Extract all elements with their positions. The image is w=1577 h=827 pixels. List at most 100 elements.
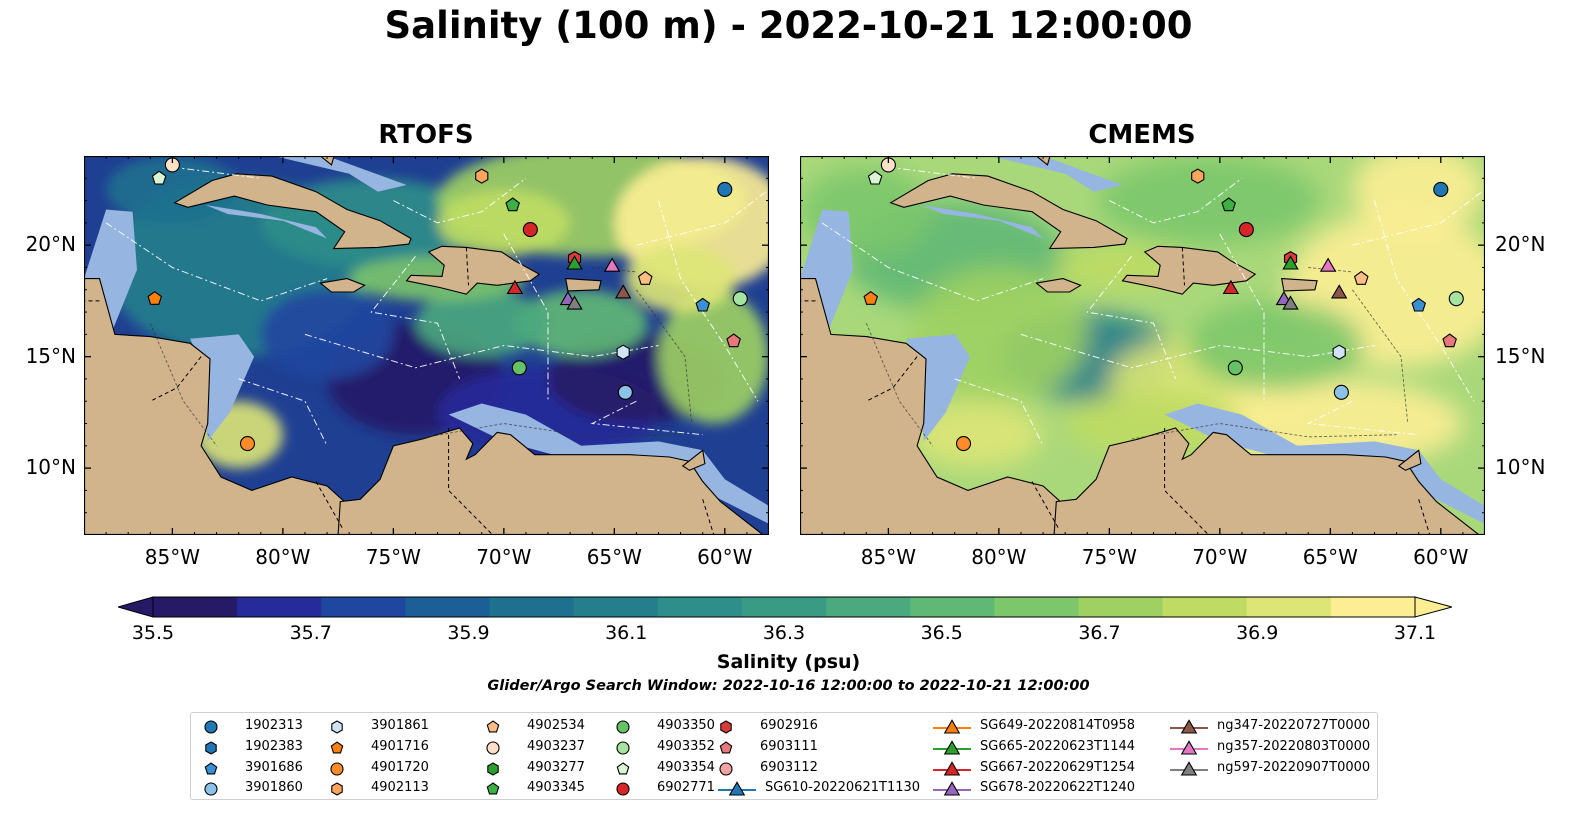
obs-ng347-20220727T0000-marker bbox=[1330, 284, 1348, 299]
obs-4903352-marker bbox=[1448, 291, 1464, 307]
legend-3901860-marker bbox=[204, 782, 218, 796]
legend-4903277-marker bbox=[487, 761, 499, 776]
colorbar-tick-label: 37.1 bbox=[1393, 622, 1437, 644]
legend-4903345-marker bbox=[486, 782, 500, 795]
legend-label: SG665-20220623T1144 bbox=[980, 738, 1136, 754]
colorbar-extend-high bbox=[1414, 596, 1452, 618]
legend-label: ng597-20220907T0000 bbox=[1217, 759, 1371, 775]
legend-label: 4901716 bbox=[371, 738, 429, 754]
legend-circle-icon bbox=[486, 741, 500, 755]
cmems-salinity-map bbox=[800, 156, 1485, 535]
lon-tick-label: 65°W bbox=[586, 545, 642, 569]
legend-label: 4902534 bbox=[527, 718, 585, 733]
obs-ng357-20220803T0000-marker bbox=[1319, 257, 1337, 272]
legend-SG667-20220629T1254-marker bbox=[943, 760, 961, 776]
colorbar-tick-label: 36.5 bbox=[920, 622, 963, 644]
lon-tick-label: 60°W bbox=[697, 545, 753, 569]
legend-4903352-marker bbox=[616, 741, 630, 755]
colorbar-band bbox=[657, 597, 743, 617]
colorbar bbox=[118, 596, 1452, 618]
legend-6902771-marker bbox=[616, 782, 630, 796]
legend-1902313-marker bbox=[204, 720, 218, 734]
legend-label: 4903237 bbox=[527, 738, 585, 754]
legend-label: SG678-20220622T1240 bbox=[980, 780, 1136, 796]
lon-tick-label: 65°W bbox=[1302, 545, 1358, 569]
legend-label: 4903277 bbox=[527, 759, 585, 775]
legend-circle-icon bbox=[616, 720, 630, 734]
colorbar-tick-label: 36.3 bbox=[762, 622, 806, 644]
legend-pentagon-icon bbox=[616, 761, 630, 775]
legend-1902383-marker bbox=[205, 741, 217, 755]
obs-6902771-marker bbox=[1238, 222, 1254, 238]
lon-tick-label: 70°W bbox=[1192, 545, 1248, 569]
lat-tick-label-left: 15°N bbox=[25, 343, 76, 368]
obs-3901861-marker bbox=[1332, 344, 1346, 360]
legend-label: 4903350 bbox=[657, 718, 715, 733]
colorbar-band bbox=[1330, 597, 1416, 617]
colorbar-band bbox=[321, 597, 406, 617]
obs-4903350-marker bbox=[1227, 360, 1243, 376]
obs-ng357-20220803T0000-marker bbox=[603, 257, 621, 272]
obs-SG667-20220629T1254-marker bbox=[1222, 279, 1240, 295]
legend-ng357-20220803T0000-marker bbox=[1180, 739, 1198, 755]
map-panel-cmems bbox=[800, 156, 1485, 535]
legend-label: 6902771 bbox=[657, 780, 715, 796]
legend-hexagon-icon bbox=[720, 720, 732, 734]
legend-line-triangle-icon bbox=[933, 781, 971, 796]
legend-pentagon-icon bbox=[330, 741, 344, 754]
obs-4903350-marker bbox=[511, 360, 527, 376]
obs-4902534-marker bbox=[1353, 270, 1369, 285]
legend-4902113-marker bbox=[331, 782, 343, 797]
legend-label: SG667-20220629T1254 bbox=[980, 759, 1136, 775]
colorbar-band bbox=[994, 597, 1080, 617]
legend-4903237-marker bbox=[486, 741, 500, 755]
legend-label: 6903112 bbox=[760, 759, 818, 775]
legend-label: ng357-20220803T0000 bbox=[1217, 738, 1371, 754]
legend-line-triangle-icon bbox=[933, 719, 971, 734]
lat-tick-label-left: 20°N bbox=[25, 232, 76, 257]
obs-4903354-marker bbox=[867, 170, 883, 185]
legend-4901720-marker bbox=[330, 762, 344, 776]
lon-tick-label: 75°W bbox=[365, 545, 421, 569]
lon-tick-label: 70°W bbox=[476, 545, 532, 569]
legend-label: 3901860 bbox=[245, 780, 303, 796]
obs-3901686-marker bbox=[1411, 297, 1427, 312]
obs-1902313-marker bbox=[717, 181, 733, 197]
lon-tick-label: 85°W bbox=[860, 545, 916, 569]
search-window-note: Glider/Argo Search Window: 2022-10-16 12… bbox=[487, 678, 1090, 694]
colorbar-extend-low bbox=[118, 596, 154, 618]
lat-tick-label-right: 15°N bbox=[1495, 343, 1546, 368]
map-panel-rtofs bbox=[84, 156, 769, 535]
legend-circle-icon bbox=[616, 782, 630, 796]
obs-6903111-marker bbox=[726, 333, 741, 348]
legend-label: 3901686 bbox=[245, 759, 303, 775]
legend-6902916-marker bbox=[720, 720, 732, 734]
legend-6903112-marker bbox=[719, 762, 733, 776]
colorbar-tick-label: 35.9 bbox=[447, 622, 490, 644]
legend-line-triangle-icon bbox=[1170, 739, 1208, 755]
legend-4902534-marker bbox=[486, 720, 500, 733]
legend-label: 6902916 bbox=[760, 718, 818, 733]
obs-ng597-20220907T0000-marker bbox=[566, 295, 583, 310]
colorbar-tick-label: 36.7 bbox=[1078, 622, 1121, 644]
colorbar-label: Salinity (psu) bbox=[716, 651, 861, 673]
colorbar-tick-label: 36.9 bbox=[1236, 622, 1279, 644]
obs-4903354-marker bbox=[151, 170, 167, 185]
legend-SG610-20220621T1130-marker bbox=[728, 781, 746, 796]
legend-label: SG610-20220621T1130 bbox=[765, 780, 921, 796]
legend-circle-icon bbox=[204, 720, 218, 734]
legend-3901861-marker bbox=[331, 720, 343, 734]
legend-label: 1902383 bbox=[245, 738, 303, 754]
legend-hexagon-icon bbox=[331, 782, 343, 797]
legend-label: 4901720 bbox=[371, 759, 429, 775]
panel-title-cmems: CMEMS bbox=[1088, 120, 1196, 150]
legend-4903354-marker bbox=[616, 761, 630, 775]
lon-tick-label: 60°W bbox=[1413, 545, 1469, 569]
obs-4901716-marker bbox=[863, 291, 879, 305]
lon-tick-label: 80°W bbox=[255, 545, 311, 569]
legend-6903111-marker bbox=[719, 741, 733, 754]
legend-label: 6903111 bbox=[760, 738, 818, 754]
legend-label: 4902113 bbox=[371, 780, 429, 796]
colorbar-tick-label: 35.7 bbox=[289, 622, 332, 644]
obs-4903345-marker bbox=[505, 197, 520, 212]
